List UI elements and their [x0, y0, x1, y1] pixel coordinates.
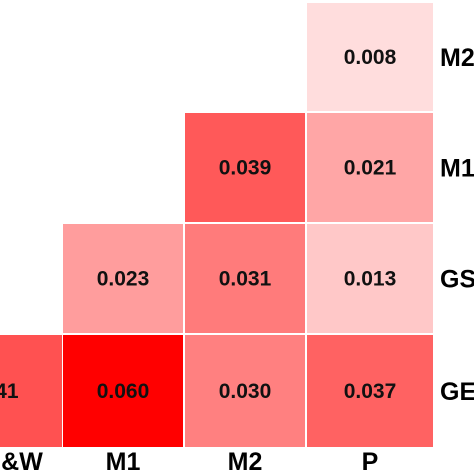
heatmap-cell-label: 041	[0, 380, 19, 403]
heatmap-cell: 0.039	[185, 113, 305, 222]
heatmap-cell-label: 0.037	[344, 380, 397, 403]
heatmap-cell-rect	[185, 113, 305, 222]
heatmap-cell-label: 0.031	[219, 268, 272, 291]
heatmap-cell-rect	[307, 113, 433, 222]
heatmap-cell-rect	[63, 335, 183, 447]
heatmap-cell: 0.023	[63, 224, 183, 333]
heatmap-cell-label: 0.008	[344, 46, 397, 69]
x-axis-ticks: &W M1 M2 P	[1, 448, 378, 474]
heatmap-cell-label: 0.039	[219, 157, 272, 180]
y-axis-ticks: M2 M1 GS GE	[440, 44, 474, 406]
heatmap-cell: 0.030	[185, 335, 305, 447]
heatmap-cell-rect	[307, 3, 433, 111]
y-tick-label: GS	[440, 266, 474, 294]
heatmap-cell: 0.031	[185, 224, 305, 333]
heatmap-cell: 0.008	[307, 3, 433, 111]
heatmap-cell-rect	[307, 224, 433, 333]
y-tick-label: M1	[440, 155, 474, 183]
x-tick-label: &W	[1, 448, 43, 474]
heatmap-cells: 0.008 0.039 0.021 0.023 0.031 0.013 041 0.060 0.…	[0, 3, 433, 447]
heatmap-cell-label: 0.013	[344, 268, 397, 291]
y-tick-label: GE	[440, 378, 474, 406]
x-tick-label: P	[362, 448, 379, 474]
heatmap-cell-rect	[307, 335, 433, 447]
heatmap-cell-label: 0.021	[344, 157, 397, 180]
heatmap-cell: 0.060	[63, 335, 183, 447]
heatmap-cell-label: 0.023	[97, 268, 150, 291]
x-tick-label: M2	[228, 448, 263, 474]
heatmap-cell-rect	[185, 335, 305, 447]
heatmap-cell: 0.013	[307, 224, 433, 333]
heatmap-cell-label: 0.030	[219, 380, 272, 403]
heatmap-cell: 0.021	[307, 113, 433, 222]
y-tick-label: M2	[440, 44, 474, 72]
heatmap-cell: 041	[0, 335, 62, 447]
heatmap-cell-rect	[185, 224, 305, 333]
heatmap-cell: 0.037	[307, 335, 433, 447]
heatmap-cell-rect	[63, 224, 183, 333]
heatmap-cell-rect	[0, 335, 62, 447]
heatmap-cell-label: 0.060	[97, 380, 150, 403]
x-tick-label: M1	[106, 448, 141, 474]
